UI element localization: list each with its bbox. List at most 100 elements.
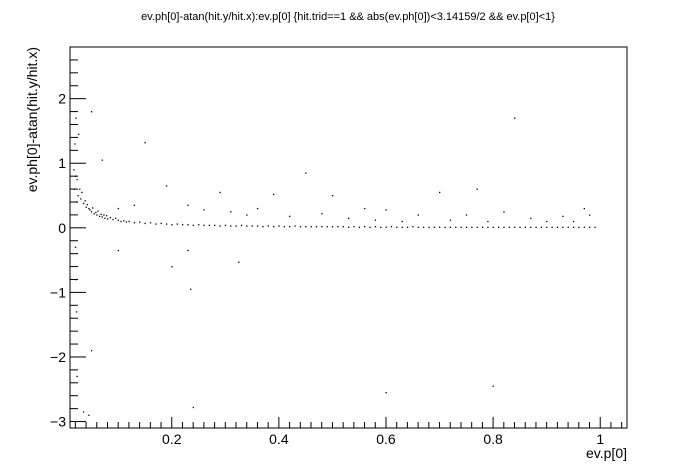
data-point (348, 226, 350, 228)
data-point (465, 226, 468, 228)
y-axis-ticks: −3 −2 −1 0 1 2 (50, 46, 86, 430)
data-point (230, 225, 232, 227)
data-point (76, 178, 78, 181)
data-point (273, 193, 275, 196)
data-point (76, 375, 78, 378)
data-point (74, 175, 77, 177)
data-point (84, 200, 86, 202)
data-point (101, 216, 103, 218)
data-point (401, 220, 403, 223)
data-point (203, 224, 205, 227)
data-point (321, 226, 323, 228)
data-point (74, 246, 77, 248)
data-point (187, 224, 189, 226)
data-point (444, 226, 446, 228)
data-point (401, 226, 403, 228)
data-point (90, 111, 93, 113)
data-point (364, 207, 366, 210)
data-point (460, 226, 462, 228)
data-point (75, 201, 78, 203)
data-point (433, 226, 435, 228)
data-point (198, 224, 200, 226)
x-tick-label: 0.6 (376, 431, 396, 447)
data-point (578, 226, 580, 228)
data-point (476, 226, 478, 228)
data-point (342, 226, 344, 228)
data-point (497, 226, 500, 228)
data-point (471, 226, 473, 228)
data-point (481, 226, 484, 228)
data-point (385, 209, 387, 211)
data-point (160, 222, 162, 225)
data-point (299, 226, 302, 228)
data-point (439, 191, 441, 194)
data-point (256, 207, 259, 210)
data-point (476, 188, 478, 190)
data-point (133, 222, 136, 224)
data-point (105, 215, 108, 217)
data-point (115, 217, 117, 219)
data-point (101, 159, 103, 161)
data-point (337, 226, 339, 228)
data-point (572, 220, 575, 223)
data-point (90, 350, 93, 352)
x-tick-label: 0.2 (162, 431, 182, 447)
data-point (492, 226, 494, 228)
data-point (589, 226, 591, 228)
data-point (530, 217, 532, 219)
data-point (97, 210, 99, 212)
data-point (583, 226, 585, 228)
data-point (100, 213, 102, 216)
data-point (385, 391, 387, 394)
data-point (546, 226, 548, 228)
data-point (240, 224, 243, 227)
data-point (82, 202, 85, 205)
data-point (251, 225, 253, 227)
y-tick-label: −2 (50, 349, 66, 365)
data-point (82, 411, 85, 413)
data-point (81, 191, 83, 194)
data-point (91, 207, 94, 209)
data-point (439, 226, 441, 228)
data-point (487, 226, 489, 228)
data-point (551, 226, 553, 228)
y-tick-label: 2 (58, 91, 66, 107)
data-point (90, 211, 93, 213)
data-point (294, 225, 296, 227)
data-points (73, 111, 596, 416)
data-point (106, 218, 109, 220)
data-point (176, 223, 178, 225)
data-point (208, 224, 211, 227)
data-point (171, 266, 173, 268)
data-point (144, 142, 146, 144)
data-point (79, 188, 81, 190)
data-point (572, 226, 575, 228)
data-point (155, 223, 157, 225)
data-point (89, 209, 91, 211)
data-point (133, 204, 136, 207)
data-point (73, 169, 75, 171)
data-point (171, 224, 173, 226)
data-point (117, 219, 120, 221)
chart-title: ev.ph[0]-atan(hit.y/hit.x):ev.p[0] {hit.… (141, 11, 555, 23)
data-point (75, 278, 77, 281)
data-point (417, 226, 419, 228)
x-axis-label: ev.p[0] (586, 445, 627, 461)
data-point (567, 226, 569, 228)
data-point (80, 198, 82, 200)
data-point (74, 143, 76, 145)
data-point (331, 226, 334, 228)
data-point (321, 213, 323, 215)
data-point (331, 195, 334, 197)
data-point (104, 217, 106, 219)
data-point (103, 214, 105, 216)
data-point (326, 226, 328, 228)
y-axis-label: ev.ph[0]-atan(hit.y/hit.x) (24, 47, 40, 192)
data-point (149, 222, 152, 224)
data-point (139, 221, 141, 223)
data-point (214, 224, 216, 227)
data-point (165, 223, 168, 225)
data-point (374, 226, 377, 228)
data-point (289, 226, 291, 228)
